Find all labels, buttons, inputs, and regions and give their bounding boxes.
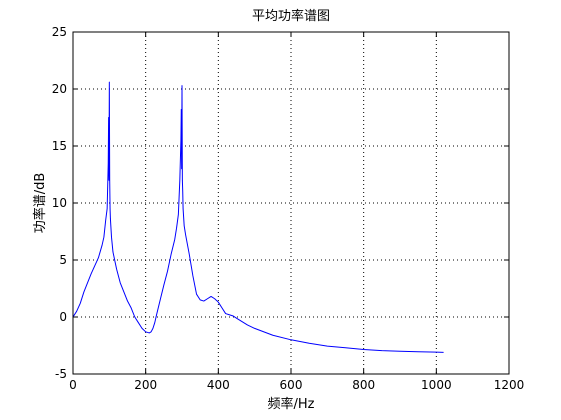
x-tick-label: 400	[207, 378, 230, 392]
y-tick-label: 25	[52, 25, 67, 39]
y-axis-title: 功率谱/dB	[32, 173, 48, 234]
y-tick-label: 5	[59, 253, 67, 267]
chart-title: 平均功率谱图	[252, 8, 330, 24]
y-tick-label: 20	[52, 82, 67, 96]
y-tick-label: -5	[55, 367, 67, 381]
x-tick-label: 1200	[494, 378, 525, 392]
x-tick-label: 800	[352, 378, 375, 392]
y-tick-label: 0	[59, 310, 67, 324]
x-tick-label: 600	[280, 378, 303, 392]
series-line	[72, 81, 444, 353]
y-tick-label: 15	[52, 139, 67, 153]
series	[72, 81, 444, 353]
y-tick-label: 10	[52, 196, 67, 210]
x-tick-label: 1000	[421, 378, 452, 392]
x-tick-label: 200	[134, 378, 157, 392]
grid	[73, 32, 509, 374]
x-tick-label: 0	[69, 378, 77, 392]
x-axis-title: 频率/Hz	[268, 396, 315, 412]
plot-frame	[72, 31, 510, 375]
